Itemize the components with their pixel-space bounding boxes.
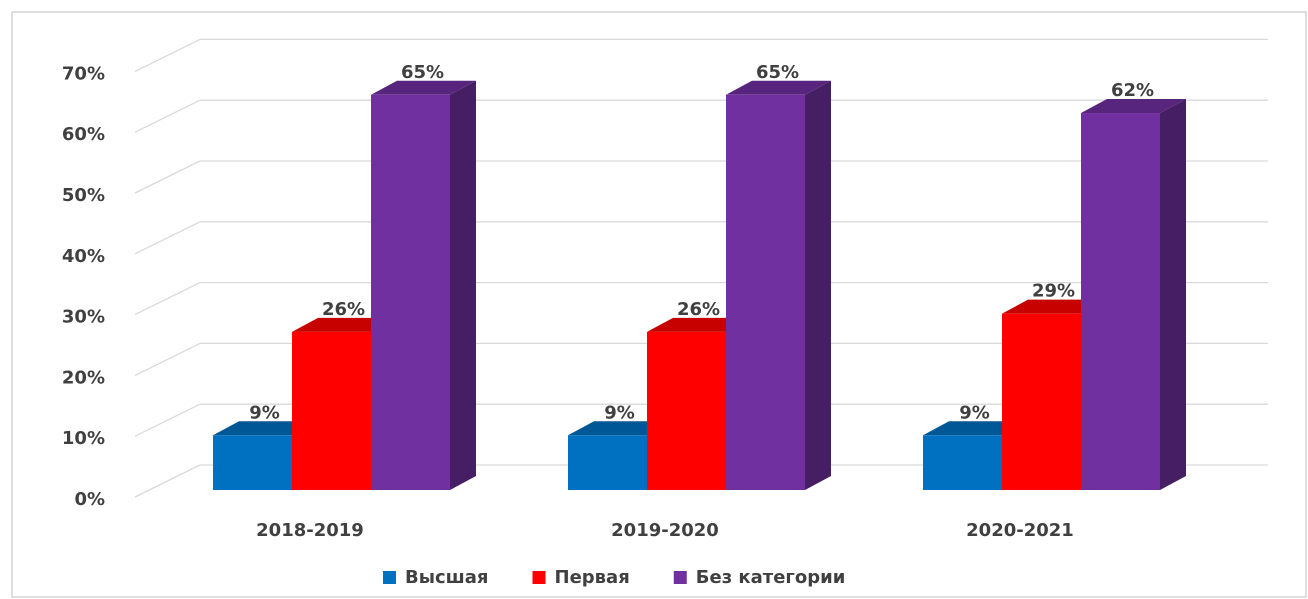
x-tick-label: 2018-2019 xyxy=(256,520,364,541)
grid-line-side xyxy=(134,160,201,194)
legend-swatch xyxy=(532,571,546,584)
y-tick-label: 10% xyxy=(62,428,105,449)
bar xyxy=(1081,113,1160,490)
bar-side xyxy=(450,80,476,491)
y-tick-label: 20% xyxy=(62,367,105,388)
grid-line-side xyxy=(134,282,201,316)
bar-top xyxy=(1081,99,1186,114)
y-tick-label: 40% xyxy=(62,246,105,267)
x-tick-label: 2020-2021 xyxy=(966,520,1074,541)
grid-line-side xyxy=(134,99,201,133)
bar-top xyxy=(1002,299,1107,314)
legend-swatch xyxy=(673,571,687,584)
bar-top xyxy=(923,421,1028,436)
bar xyxy=(923,435,1002,490)
grid-line-side xyxy=(134,403,201,437)
legend-swatch xyxy=(383,571,396,584)
grid-line-side xyxy=(134,221,201,255)
grid-line-side xyxy=(134,464,201,498)
bar-top xyxy=(568,421,673,436)
legend-label: Первая xyxy=(555,567,630,588)
bar-top xyxy=(726,80,831,95)
y-tick-label: 70% xyxy=(62,63,105,84)
y-tick-label: 30% xyxy=(62,307,105,328)
bar-top xyxy=(292,317,397,332)
value-label: 26% xyxy=(677,299,720,320)
value-label: 29% xyxy=(1032,281,1075,302)
bar-side xyxy=(805,80,831,491)
bar-side xyxy=(1160,99,1186,490)
bar xyxy=(568,435,647,490)
legend-label: Высшая xyxy=(405,567,489,588)
y-tick-label: 60% xyxy=(62,124,105,145)
bar-top xyxy=(371,80,476,95)
value-label: 65% xyxy=(401,62,444,83)
grid-line-side xyxy=(134,342,201,376)
bar xyxy=(647,331,726,490)
bar xyxy=(213,435,292,490)
chart-border xyxy=(11,11,1307,598)
y-tick-label: 50% xyxy=(62,185,105,206)
y-tick-label: 0% xyxy=(74,489,105,510)
bar xyxy=(726,94,805,491)
bar xyxy=(1002,313,1081,490)
grid-line-side xyxy=(134,38,201,72)
legend-label: Без категории xyxy=(696,567,846,588)
bar xyxy=(371,94,450,491)
value-label: 9% xyxy=(604,402,635,423)
value-label: 26% xyxy=(322,299,365,320)
x-tick-label: 2019-2020 xyxy=(611,520,719,541)
bar-top xyxy=(647,317,752,332)
bar xyxy=(292,331,371,490)
value-label: 62% xyxy=(1111,80,1154,101)
value-label: 65% xyxy=(756,62,799,83)
bar-top xyxy=(213,421,318,436)
value-label: 9% xyxy=(959,402,990,423)
value-label: 9% xyxy=(249,402,280,423)
